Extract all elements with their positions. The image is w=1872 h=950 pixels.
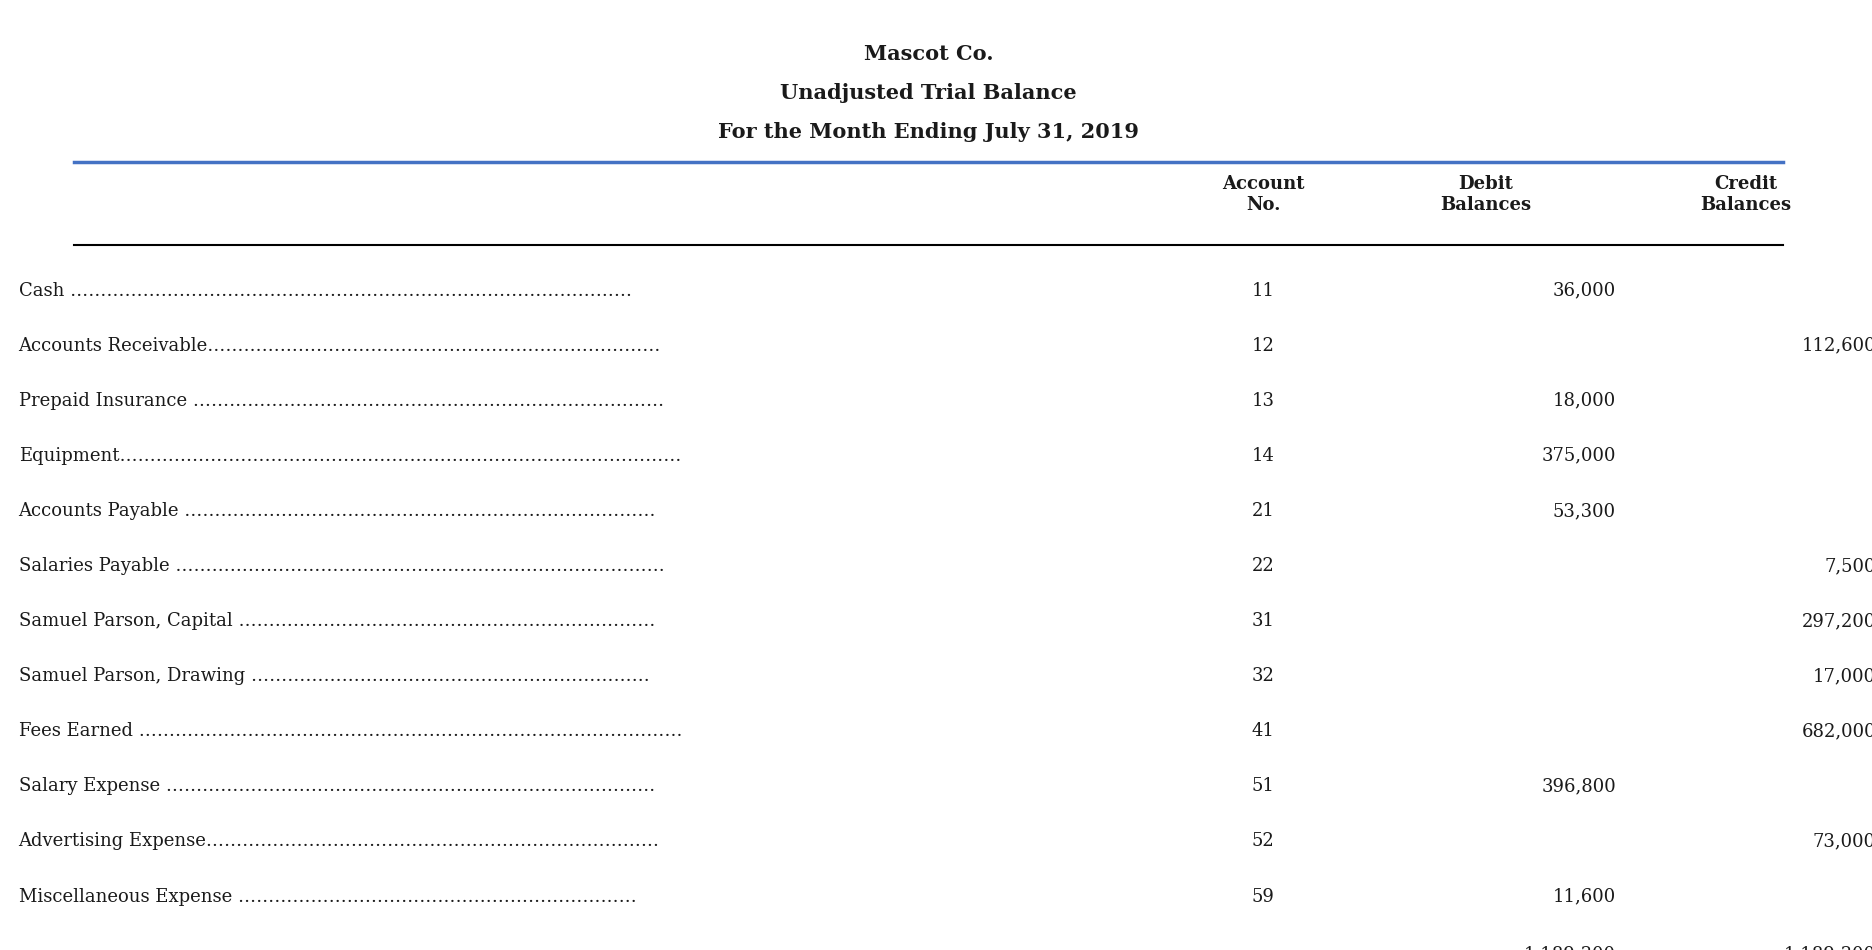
Text: 112,600: 112,600 — [1801, 336, 1872, 354]
Text: Equipment…………………………………………………………………………………: Equipment………………………………………………………………………………… — [19, 446, 681, 465]
Text: 32: 32 — [1252, 667, 1275, 685]
Text: Prepaid Insurance ……………………………………………………………………: Prepaid Insurance …………………………………………………………… — [19, 391, 665, 409]
Text: 13: 13 — [1252, 391, 1275, 409]
Text: Samuel Parson, Drawing …………………………………………………………: Samuel Parson, Drawing ……………………………………………… — [19, 667, 650, 685]
Text: Salary Expense ………………………………………………………………………: Salary Expense …………………………………………………………………… — [19, 777, 655, 795]
Text: Fees Earned ………………………………………………………………………………: Fees Earned …………………………………………………………………………… — [19, 722, 681, 740]
Text: 12: 12 — [1252, 336, 1275, 354]
Text: 21: 21 — [1252, 502, 1275, 520]
Text: 1,189,300: 1,189,300 — [1524, 945, 1616, 950]
Text: Samuel Parson, Capital ……………………………………………………………: Samuel Parson, Capital ……………………………………………… — [19, 612, 655, 630]
Text: 14: 14 — [1252, 446, 1275, 465]
Text: Mascot Co.: Mascot Co. — [865, 44, 994, 64]
Text: Miscellaneous Expense …………………………………………………………: Miscellaneous Expense ………………………………………………… — [19, 887, 636, 905]
Text: Cash …………………………………………………………………………………: Cash ………………………………………………………………………………… — [19, 281, 631, 299]
Text: 52: 52 — [1252, 832, 1275, 850]
Text: 59: 59 — [1252, 887, 1275, 905]
Text: Advertising Expense…………………………………………………………………: Advertising Expense………………………………………………………… — [19, 832, 659, 850]
Text: 36,000: 36,000 — [1552, 281, 1616, 299]
Text: Salaries Payable ………………………………………………………………………: Salaries Payable ……………………………………………………………… — [19, 557, 665, 575]
Text: Account
No.: Account No. — [1222, 175, 1305, 214]
Text: 17,000: 17,000 — [1812, 667, 1872, 685]
Text: Credit
Balances: Credit Balances — [1700, 175, 1792, 214]
Text: Accounts Receivable…………………………………………………………………: Accounts Receivable………………………………………………………… — [19, 336, 661, 354]
Text: 682,000: 682,000 — [1801, 722, 1872, 740]
Text: 7,500: 7,500 — [1825, 557, 1872, 575]
Text: Debit
Balances: Debit Balances — [1440, 175, 1531, 214]
Text: 11: 11 — [1252, 281, 1275, 299]
Text: 297,200: 297,200 — [1801, 612, 1872, 630]
Text: 73,000: 73,000 — [1812, 832, 1872, 850]
Text: 31: 31 — [1252, 612, 1275, 630]
Text: Unadjusted Trial Balance: Unadjusted Trial Balance — [781, 83, 1076, 103]
Text: Accounts Payable ……………………………………………………………………: Accounts Payable ……………………………………………………………… — [19, 502, 655, 520]
Text: 41: 41 — [1252, 722, 1275, 740]
Text: 18,000: 18,000 — [1552, 391, 1616, 409]
Text: 1,189,300: 1,189,300 — [1784, 945, 1872, 950]
Text: 375,000: 375,000 — [1541, 446, 1616, 465]
Text: 22: 22 — [1252, 557, 1275, 575]
Text: 53,300: 53,300 — [1554, 502, 1616, 520]
Text: 396,800: 396,800 — [1541, 777, 1616, 795]
Text: 51: 51 — [1252, 777, 1275, 795]
Text: For the Month Ending July 31, 2019: For the Month Ending July 31, 2019 — [719, 123, 1140, 142]
Text: 11,600: 11,600 — [1552, 887, 1616, 905]
